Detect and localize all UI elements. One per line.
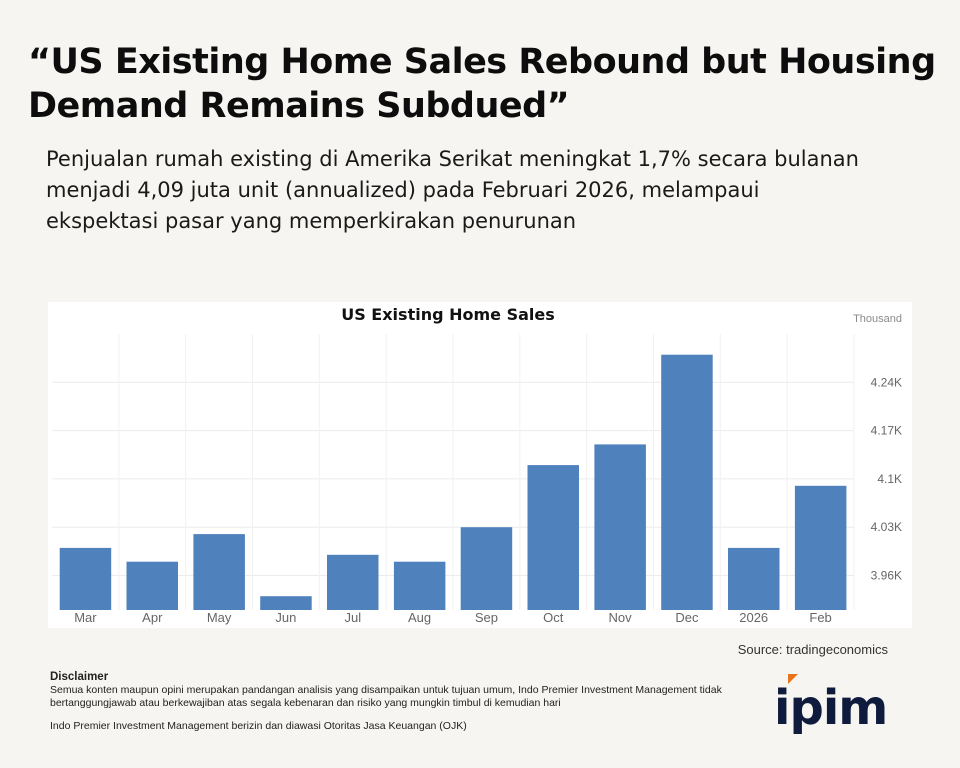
bar-chart: US Existing Home Sales Thousand Mar Apr Ma… <box>52 305 902 625</box>
disclaimer: Disclaimer Semua konten maupun opini mer… <box>50 671 750 733</box>
bar-oct <box>527 465 579 610</box>
x-tick-label: Oct <box>543 610 564 625</box>
bar-nov <box>594 444 646 610</box>
bar-2026 <box>728 547 780 610</box>
gridlines <box>52 334 855 610</box>
y-tick-label: 4.24K <box>871 375 902 389</box>
bar-sep <box>460 527 513 610</box>
bar-may <box>193 534 245 610</box>
chart-title: US Existing Home Sales <box>341 305 555 324</box>
source-credit: Source: tradingeconomics <box>737 642 888 657</box>
y-axis-labels: 3.96K 4.03K 4.1K 4.17K 4.24K <box>871 375 902 582</box>
disclaimer-title: Disclaimer <box>50 671 109 683</box>
bar-jul <box>327 554 379 610</box>
x-tick-label: Aug <box>408 610 431 625</box>
y-tick-label: 4.03K <box>871 520 902 534</box>
headline: “US Existing Home Sales Rebound but Hous… <box>28 42 936 126</box>
bar-mar <box>59 547 112 610</box>
x-axis-labels: Mar Apr May Jun Jul Aug Sep Oct Nov Dec 2026 Feb <box>74 610 832 625</box>
logo-wordmark: ipim <box>774 680 887 736</box>
bar-dec <box>661 354 713 610</box>
disclaimer-body: Semua konten maupun opini merupakan pand… <box>50 684 722 709</box>
y-tick-label: 4.1K <box>877 472 902 486</box>
x-tick-label: Apr <box>142 610 163 625</box>
y-tick-label: 4.17K <box>871 424 902 438</box>
bar-aug <box>393 561 446 610</box>
y-tick-label: 3.96K <box>871 569 902 583</box>
x-tick-label: Jun <box>275 610 296 625</box>
x-tick-label: 2026 <box>739 610 768 625</box>
logo-accent-mark <box>788 674 798 684</box>
bars <box>59 354 847 610</box>
x-tick-label: Sep <box>475 610 498 625</box>
chart-unit-label: Thousand <box>853 313 902 325</box>
x-tick-label: Mar <box>74 610 97 625</box>
ipim-logo: ipim <box>774 674 888 736</box>
bar-apr <box>126 561 178 610</box>
x-tick-label: Feb <box>809 610 831 625</box>
bar-feb <box>794 485 847 610</box>
x-tick-label: May <box>207 610 232 625</box>
bar-jun <box>260 596 312 610</box>
x-tick-label: Dec <box>675 610 699 625</box>
disclaimer-note: Indo Premier Investment Management beriz… <box>50 720 467 732</box>
chart-panel: US Existing Home Sales Thousand Mar Apr Ma… <box>48 302 912 628</box>
x-tick-label: Jul <box>344 610 361 625</box>
subtitle: Penjualan rumah existing di Amerika Seri… <box>46 147 859 233</box>
x-tick-label: Nov <box>609 610 633 625</box>
